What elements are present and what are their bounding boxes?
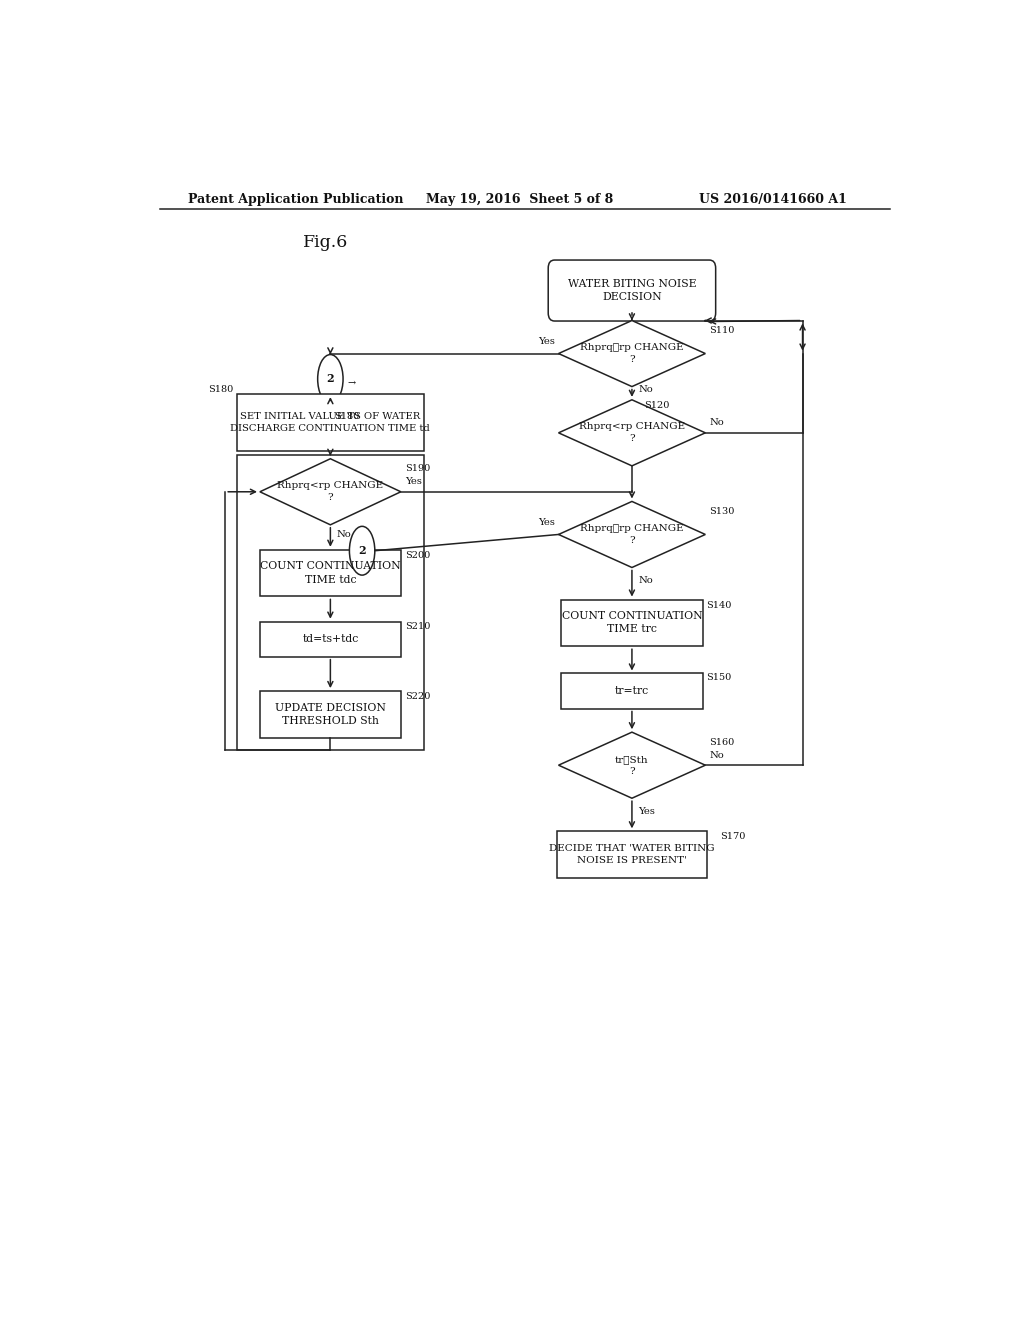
- Text: S110: S110: [710, 326, 734, 335]
- Text: S120: S120: [644, 400, 670, 409]
- Bar: [561, 673, 702, 709]
- Text: S170: S170: [720, 833, 745, 841]
- Text: S190: S190: [404, 465, 430, 473]
- Text: No: No: [710, 751, 724, 759]
- FancyBboxPatch shape: [548, 260, 716, 321]
- Text: May 19, 2016  Sheet 5 of 8: May 19, 2016 Sheet 5 of 8: [426, 193, 612, 206]
- Text: Rhprq≧rp CHANGE
?: Rhprq≧rp CHANGE ?: [581, 343, 684, 364]
- Text: Fig.6: Fig.6: [303, 234, 348, 251]
- Text: US 2016/0141660 A1: US 2016/0141660 A1: [699, 193, 847, 206]
- Text: UPDATE DECISION
THRESHOLD Sth: UPDATE DECISION THRESHOLD Sth: [274, 702, 386, 726]
- Polygon shape: [558, 733, 706, 799]
- Text: →: →: [347, 379, 355, 388]
- Text: Yes: Yes: [638, 808, 655, 816]
- Text: S180: S180: [208, 384, 233, 393]
- Text: td=ts+tdc: td=ts+tdc: [302, 634, 358, 644]
- Text: 2: 2: [358, 545, 366, 556]
- Polygon shape: [558, 502, 706, 568]
- Text: 2: 2: [327, 374, 334, 384]
- Text: Yes: Yes: [404, 477, 422, 486]
- Text: S220: S220: [404, 692, 430, 701]
- Text: WATER BITING NOISE
DECISION: WATER BITING NOISE DECISION: [567, 279, 696, 302]
- Polygon shape: [558, 321, 706, 387]
- Text: COUNT CONTINUATION
TIME trc: COUNT CONTINUATION TIME trc: [561, 611, 702, 635]
- Bar: [238, 455, 424, 750]
- Text: S150: S150: [707, 673, 732, 682]
- Text: Yes: Yes: [538, 517, 555, 527]
- Polygon shape: [558, 400, 706, 466]
- Bar: [260, 690, 401, 738]
- Text: S160: S160: [710, 738, 734, 747]
- Bar: [561, 599, 702, 647]
- Bar: [260, 622, 401, 656]
- Text: No: No: [337, 529, 351, 539]
- Text: No: No: [638, 576, 653, 585]
- Polygon shape: [260, 459, 400, 525]
- Text: S130: S130: [710, 507, 734, 516]
- Text: Patent Application Publication: Patent Application Publication: [187, 193, 403, 206]
- Text: SET INITIAL VALUE TS OF WATER
DISCHARGE CONTINUATION TIME td: SET INITIAL VALUE TS OF WATER DISCHARGE …: [230, 412, 430, 433]
- Bar: [557, 832, 708, 878]
- Text: Yes: Yes: [538, 337, 555, 346]
- Text: tr=trc: tr=trc: [614, 686, 649, 696]
- Text: S140: S140: [707, 601, 732, 610]
- Ellipse shape: [349, 527, 375, 576]
- Text: DECIDE THAT 'WATER BITING
NOISE IS PRESENT': DECIDE THAT 'WATER BITING NOISE IS PRESE…: [549, 845, 715, 865]
- Text: Rhprq≧rp CHANGE
?: Rhprq≧rp CHANGE ?: [581, 524, 684, 545]
- Text: Rhprq<rp CHANGE
?: Rhprq<rp CHANGE ?: [278, 482, 383, 502]
- Text: No: No: [638, 384, 653, 393]
- Text: Rhprq<rp CHANGE
?: Rhprq<rp CHANGE ?: [579, 422, 685, 444]
- Text: tr≧Sth
?: tr≧Sth ?: [615, 755, 649, 776]
- Text: S200: S200: [404, 550, 430, 560]
- Ellipse shape: [317, 355, 343, 404]
- Bar: [260, 549, 401, 597]
- Text: S180: S180: [334, 412, 359, 421]
- Text: COUNT CONTINUATION
TIME tdc: COUNT CONTINUATION TIME tdc: [260, 561, 400, 585]
- Bar: [238, 395, 424, 451]
- Text: No: No: [710, 418, 724, 428]
- Text: S210: S210: [404, 622, 430, 631]
